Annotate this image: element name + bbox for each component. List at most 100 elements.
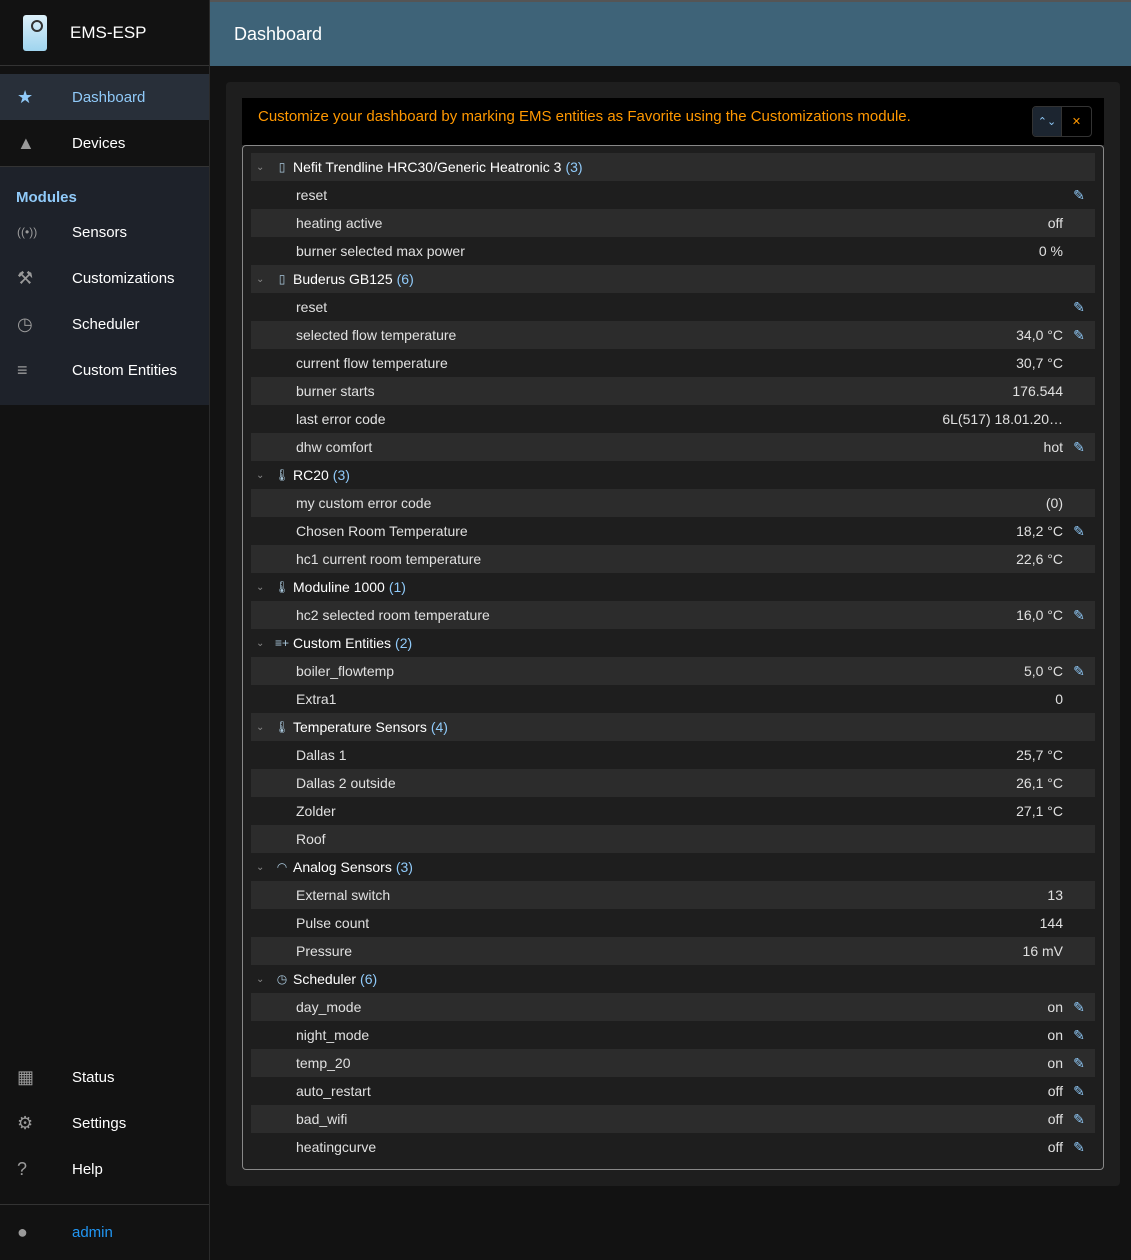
table-row: current flow temperature 30,7 °C bbox=[251, 349, 1095, 377]
nav-help[interactable]: ? Help bbox=[0, 1146, 209, 1192]
edit-icon[interactable]: ✎ bbox=[1073, 1138, 1085, 1155]
speed-icon: ◠ bbox=[276, 860, 288, 874]
entity-name: heatingcurve bbox=[296, 1139, 377, 1155]
entity-name: Dallas 1 bbox=[296, 747, 347, 763]
group-header[interactable]: ⌄ ▯ Nefit Trendline HRC30/Generic Heatroni… bbox=[251, 153, 1095, 181]
entity-name: selected flow temperature bbox=[296, 327, 457, 343]
entity-value: 34,0 °C bbox=[1016, 327, 1063, 343]
group-count: (3) bbox=[332, 467, 350, 483]
page-title: Dashboard bbox=[234, 23, 323, 44]
chevron-down-icon[interactable]: ⌄ bbox=[256, 273, 265, 285]
boiler-logo-icon bbox=[23, 14, 47, 51]
table-row: reset ✎ bbox=[251, 293, 1095, 321]
group-name: Temperature Sensors bbox=[293, 719, 427, 735]
entity-name: burner starts bbox=[296, 383, 375, 399]
star-icon: ★ bbox=[17, 86, 34, 107]
group-header[interactable]: ⌄ 🌡 Temperature Sensors (4) bbox=[251, 713, 1095, 741]
table-row: auto_restart off ✎ bbox=[251, 1077, 1095, 1105]
edit-icon[interactable]: ✎ bbox=[1073, 998, 1085, 1015]
group-name: Moduline 1000 bbox=[293, 579, 385, 595]
nav-customizations[interactable]: ⚒ Customizations bbox=[0, 255, 209, 301]
group-count: (6) bbox=[396, 271, 414, 287]
edit-icon[interactable]: ✎ bbox=[1073, 298, 1085, 315]
unfold-less-icon[interactable]: ✕ bbox=[1071, 116, 1082, 128]
edit-icon[interactable]: ✎ bbox=[1073, 662, 1085, 679]
chevron-down-icon[interactable]: ⌄ bbox=[256, 973, 265, 985]
entity-name: day_mode bbox=[296, 999, 362, 1015]
thermometer-icon: 🌡 bbox=[274, 720, 290, 734]
entity-name: Chosen Room Temperature bbox=[296, 523, 468, 539]
entity-value: (0) bbox=[1045, 495, 1063, 511]
table-row: burner selected max power 0 % bbox=[251, 237, 1095, 265]
nav-sensors[interactable]: ((•)) Sensors bbox=[0, 209, 209, 255]
chevron-down-icon[interactable]: ⌄ bbox=[256, 581, 265, 593]
group-header[interactable]: ⌄ 🌡 Moduline 1000 (1) bbox=[251, 573, 1095, 601]
edit-icon[interactable]: ✎ bbox=[1073, 326, 1085, 343]
entity-name: auto_restart bbox=[296, 1083, 371, 1099]
group-header[interactable]: ⌄ ◷ Scheduler (6) bbox=[251, 965, 1095, 993]
chevron-down-icon[interactable]: ⌄ bbox=[256, 469, 265, 481]
group-header[interactable]: ⌄ ▯ Buderus GB125 (6) bbox=[251, 265, 1095, 293]
nav-label: Scheduler bbox=[72, 315, 140, 333]
entity-name: External switch bbox=[296, 887, 391, 903]
edit-icon[interactable]: ✎ bbox=[1073, 1026, 1085, 1043]
entity-value: 6L(517) 18.01.20… bbox=[942, 411, 1063, 427]
thermostat-auto-icon: 🌡 bbox=[274, 580, 290, 594]
edit-icon[interactable]: ✎ bbox=[1073, 522, 1085, 539]
group-count: (6) bbox=[360, 971, 378, 987]
edit-icon[interactable]: ✎ bbox=[1073, 606, 1085, 623]
entity-name: boiler_flowtemp bbox=[296, 663, 395, 679]
edit-icon[interactable]: ✎ bbox=[1073, 1082, 1085, 1099]
nav-status[interactable]: ▦ Status bbox=[0, 1054, 209, 1100]
entity-name: last error code bbox=[296, 411, 386, 427]
app-title: EMS-ESP bbox=[70, 22, 147, 42]
table-row: heating active off bbox=[251, 209, 1095, 237]
edit-icon[interactable]: ✎ bbox=[1073, 1054, 1085, 1071]
entity-value: 27,1 °C bbox=[1016, 803, 1063, 819]
chevron-down-icon[interactable]: ⌄ bbox=[256, 637, 265, 649]
table-row: dhw comfort hot ✎ bbox=[251, 433, 1095, 461]
nav-scheduler[interactable]: ◷ Scheduler bbox=[0, 301, 209, 347]
boiler-icon: ▯ bbox=[278, 272, 286, 286]
nav-label: Dashboard bbox=[72, 88, 146, 106]
expand-toggle-group: ⌃⌄ ✕ bbox=[1032, 106, 1092, 137]
group-header[interactable]: ⌄ ≡+ Custom Entities (2) bbox=[251, 629, 1095, 657]
table-row: Roof bbox=[251, 825, 1095, 853]
table-row: Chosen Room Temperature 18,2 °C ✎ bbox=[251, 517, 1095, 545]
entities-table: ⌄ ▯ Nefit Trendline HRC30/Generic Heatroni… bbox=[242, 145, 1104, 1170]
entity-value: hot bbox=[1043, 439, 1063, 455]
nav-devices[interactable]: ▲ Devices bbox=[0, 120, 209, 166]
group-count: (3) bbox=[395, 859, 413, 875]
entity-value: 25,7 °C bbox=[1016, 747, 1063, 763]
nav-custom-entities[interactable]: ≡ Custom Entities bbox=[0, 347, 209, 393]
nav-user[interactable]: ● admin bbox=[0, 1204, 209, 1260]
table-row: reset ✎ bbox=[251, 181, 1095, 209]
entity-name: heating active bbox=[296, 215, 383, 231]
group-header[interactable]: ⌄ 🌡 RC20 (3) bbox=[251, 461, 1095, 489]
group-name: RC20 bbox=[293, 467, 329, 483]
thermostat-auto-icon: 🌡 bbox=[274, 468, 290, 482]
category-icon: ▲ bbox=[17, 132, 35, 153]
chevron-down-icon[interactable]: ⌄ bbox=[256, 721, 265, 733]
edit-icon[interactable]: ✎ bbox=[1073, 186, 1085, 203]
table-row: bad_wifi off ✎ bbox=[251, 1105, 1095, 1133]
entity-name: Pulse count bbox=[296, 915, 370, 931]
entity-name: Roof bbox=[296, 831, 326, 847]
table-row: selected flow temperature 34,0 °C ✎ bbox=[251, 321, 1095, 349]
entity-value: 144 bbox=[1039, 915, 1063, 931]
edit-icon[interactable]: ✎ bbox=[1073, 1110, 1085, 1127]
chevron-down-icon[interactable]: ⌄ bbox=[256, 861, 265, 873]
nav-label: Customizations bbox=[72, 269, 175, 287]
nav-dashboard[interactable]: ★ Dashboard bbox=[0, 74, 209, 120]
table-row: Pulse count 144 bbox=[251, 909, 1095, 937]
table-row: boiler_flowtemp 5,0 °C ✎ bbox=[251, 657, 1095, 685]
nav-label: Status bbox=[72, 1068, 115, 1086]
nav-label: Help bbox=[72, 1160, 103, 1178]
group-header[interactable]: ⌄ ◠ Analog Sensors (3) bbox=[251, 853, 1095, 881]
unfold-more-icon[interactable]: ⌃⌄ bbox=[1033, 107, 1062, 136]
nav-settings[interactable]: ⚙ Settings bbox=[0, 1100, 209, 1146]
table-row: burner starts 176.544 bbox=[251, 377, 1095, 405]
edit-icon[interactable]: ✎ bbox=[1073, 438, 1085, 455]
entity-name: Extra1 bbox=[296, 691, 337, 707]
chevron-down-icon[interactable]: ⌄ bbox=[256, 161, 265, 173]
